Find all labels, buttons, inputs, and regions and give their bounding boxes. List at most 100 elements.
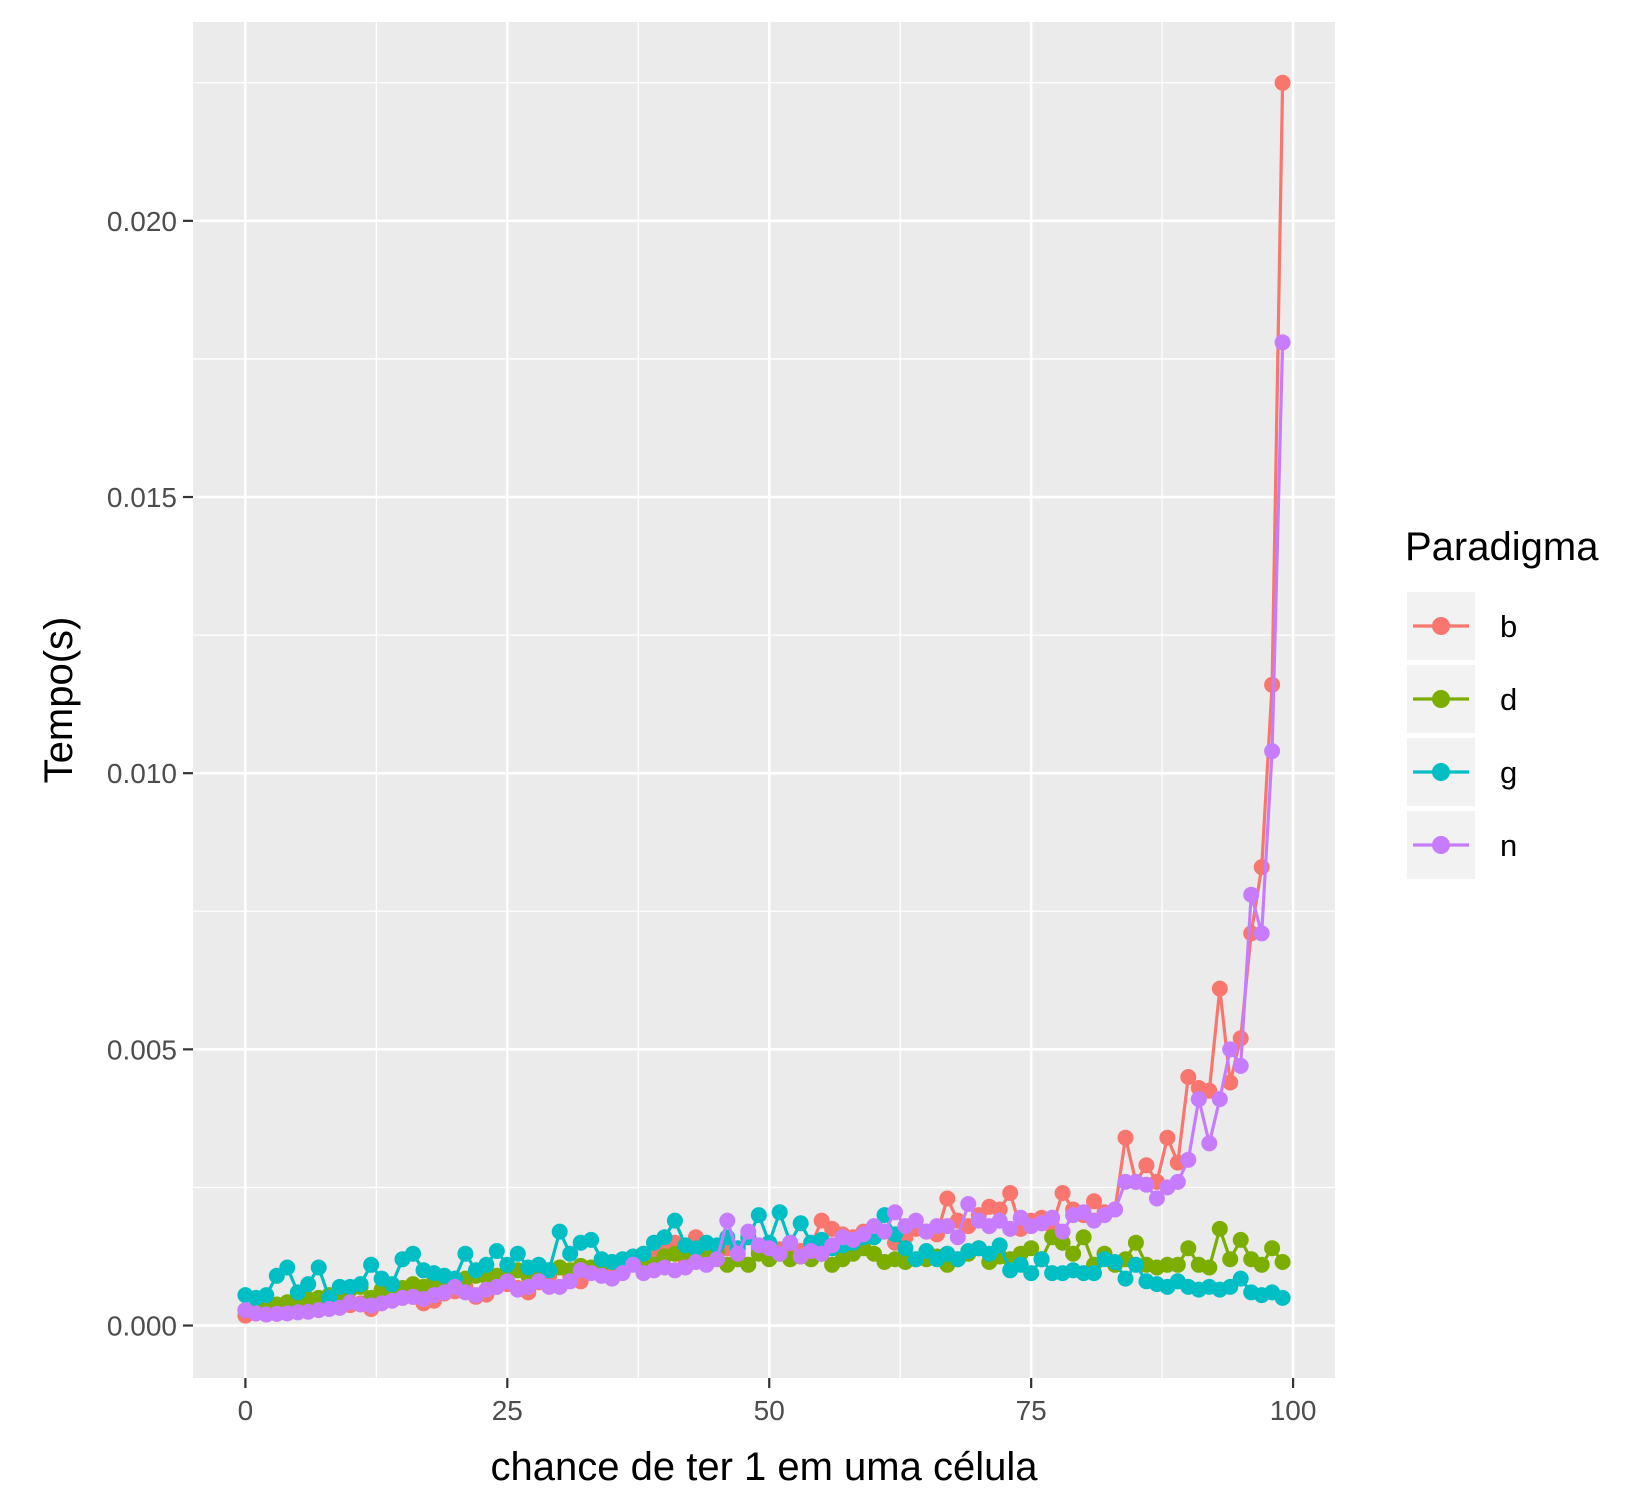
series-d-point	[1211, 1220, 1228, 1237]
series-d-point	[1075, 1229, 1092, 1246]
series-g-point	[1086, 1265, 1102, 1282]
series-b-point	[1159, 1129, 1176, 1146]
series-n-point	[907, 1212, 924, 1229]
x-tick-label: 50	[754, 1395, 785, 1426]
legend-item-d: d	[1407, 665, 1517, 733]
series-g-point	[279, 1259, 296, 1276]
series-n-point	[719, 1212, 736, 1229]
series-d-point	[1054, 1234, 1071, 1251]
series-g-point	[405, 1245, 421, 1262]
series-n-point	[949, 1229, 966, 1246]
legend-item-n: n	[1407, 811, 1517, 879]
series-d-point	[1127, 1234, 1144, 1251]
series-n-point	[876, 1223, 893, 1240]
series-g-point	[897, 1240, 914, 1257]
legend-key-point	[1432, 690, 1450, 708]
series-g-point	[1127, 1256, 1144, 1273]
y-tick-label: 0.015	[107, 482, 177, 513]
series-g-point	[771, 1204, 788, 1221]
series-n-point	[708, 1251, 725, 1268]
series-n-point	[1107, 1201, 1123, 1218]
series-g-point	[1117, 1270, 1134, 1287]
legend-items: b d g n	[1407, 592, 1517, 879]
series-n-point	[1044, 1209, 1061, 1226]
series-n-point	[1138, 1176, 1155, 1193]
series-n-point	[1148, 1190, 1165, 1207]
series-g-point	[666, 1212, 683, 1229]
x-tick-label: 0	[238, 1395, 254, 1426]
series-n-point	[1253, 925, 1270, 942]
series-g-point	[792, 1215, 809, 1232]
x-tick-label: 25	[492, 1395, 523, 1426]
series-g-point	[352, 1276, 369, 1293]
series-n-point	[887, 1204, 903, 1221]
series-g-point	[1033, 1251, 1050, 1268]
series-n-point	[1232, 1057, 1249, 1074]
series-g-point	[750, 1207, 767, 1224]
y-axis: 0.000 0.005 0.010 0.015 0.020	[107, 206, 193, 1342]
y-tick-label: 0.005	[107, 1034, 177, 1065]
legend-key-point	[1432, 836, 1450, 854]
series-d-point	[1169, 1256, 1186, 1273]
series-d-point	[1023, 1240, 1040, 1257]
series-b-point	[991, 1201, 1008, 1218]
series-g-point	[562, 1245, 579, 1262]
series-g-point	[1274, 1289, 1291, 1306]
legend-label: g	[1500, 755, 1517, 790]
series-g-point	[541, 1262, 558, 1279]
series-n-point	[1243, 886, 1260, 903]
series-d-point	[1222, 1251, 1239, 1268]
series-n-point	[1169, 1173, 1186, 1190]
series-b-point	[1274, 74, 1291, 91]
legend: Paradigma b d g n	[1405, 525, 1599, 879]
series-d-point	[1232, 1231, 1249, 1248]
series-n-point	[960, 1196, 977, 1212]
series-n-point	[740, 1223, 757, 1240]
series-g-point	[384, 1276, 401, 1293]
series-layer	[237, 74, 1291, 1324]
series-n-point	[782, 1234, 799, 1251]
series-n-point	[562, 1273, 579, 1290]
series-g-point	[363, 1256, 380, 1273]
series-n-point	[1211, 1091, 1228, 1108]
series-g-point	[258, 1287, 275, 1304]
series-b-point	[1180, 1069, 1197, 1085]
series-d-point	[1180, 1240, 1197, 1257]
series-b-point	[1211, 980, 1228, 997]
series-g-point	[635, 1245, 652, 1262]
series-g-point	[321, 1289, 338, 1306]
series-b-point	[1054, 1185, 1071, 1201]
series-n	[237, 334, 1291, 1323]
series-b-point	[1138, 1157, 1155, 1174]
series-b-point	[1086, 1193, 1102, 1210]
series-n-point	[1274, 334, 1291, 351]
x-axis: 0 25 50 75 100	[238, 1378, 1317, 1426]
series-n-point	[1222, 1041, 1239, 1058]
series-n-point	[1002, 1220, 1019, 1237]
y-tick-label: 0.000	[107, 1311, 177, 1342]
legend-label: n	[1500, 828, 1517, 863]
legend-key-point	[1432, 617, 1450, 635]
series-b-point	[1232, 1030, 1249, 1047]
series-b-point	[1117, 1129, 1134, 1146]
minor-gridlines	[193, 22, 1335, 1378]
series-n-point	[1264, 743, 1281, 760]
series-g-point	[509, 1245, 526, 1262]
series-n-point	[729, 1245, 746, 1262]
series-n-point	[1201, 1135, 1218, 1152]
series-b-point	[939, 1190, 956, 1207]
series-g-point	[1232, 1270, 1249, 1287]
series-b-point	[1002, 1185, 1019, 1201]
x-tick-label: 100	[1270, 1395, 1317, 1426]
series-g-point	[1107, 1254, 1123, 1270]
series-n-point	[1054, 1223, 1071, 1240]
series-d-point	[1274, 1254, 1291, 1270]
series-d-point	[1253, 1256, 1270, 1273]
series-g-point	[583, 1231, 600, 1248]
legend-item-g: g	[1407, 738, 1517, 806]
legend-title: Paradigma	[1405, 525, 1599, 569]
series-d-point	[1201, 1259, 1218, 1276]
y-axis-title: Tempo(s)	[37, 617, 81, 784]
legend-key-point	[1432, 763, 1450, 781]
series-d-point	[740, 1256, 757, 1273]
